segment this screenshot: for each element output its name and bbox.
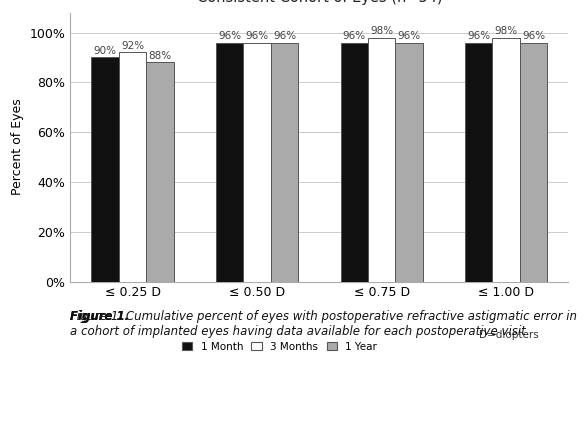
Text: 90%: 90% bbox=[94, 46, 117, 56]
Text: D=diopters: D=diopters bbox=[479, 330, 539, 340]
Text: 88%: 88% bbox=[148, 51, 172, 61]
Text: Figure 1.: Figure 1. bbox=[70, 310, 130, 323]
Text: 96%: 96% bbox=[467, 31, 490, 41]
Bar bbox=[216, 43, 243, 281]
Y-axis label: Percent of Eyes: Percent of Eyes bbox=[11, 99, 24, 195]
Bar bbox=[368, 38, 396, 281]
Bar bbox=[492, 38, 520, 281]
Text: Figure 1. Cumulative percent of eyes with postoperative refractive astigmatic er: Figure 1. Cumulative percent of eyes wit… bbox=[70, 310, 577, 338]
Text: 96%: 96% bbox=[522, 31, 545, 41]
Bar bbox=[146, 62, 173, 281]
Bar bbox=[340, 43, 368, 281]
Bar bbox=[520, 43, 547, 281]
Text: 98%: 98% bbox=[495, 26, 517, 36]
Bar bbox=[465, 43, 492, 281]
Legend: 1 Month, 3 Months, 1 Year: 1 Month, 3 Months, 1 Year bbox=[182, 342, 377, 352]
Bar bbox=[91, 57, 119, 281]
Text: 96%: 96% bbox=[397, 31, 421, 41]
Text: Figure 1.: Figure 1. bbox=[70, 310, 130, 323]
Text: 92%: 92% bbox=[121, 41, 144, 51]
Bar bbox=[271, 43, 298, 281]
Bar bbox=[119, 52, 146, 281]
Title: Postoperative Distribution of Astigmatic Error
Consistent Cohort of Eyes (n=54): Postoperative Distribution of Astigmatic… bbox=[153, 0, 486, 5]
Text: 96%: 96% bbox=[246, 31, 268, 41]
Text: 96%: 96% bbox=[343, 31, 366, 41]
Text: 96%: 96% bbox=[273, 31, 296, 41]
Text: 96%: 96% bbox=[218, 31, 241, 41]
Bar bbox=[396, 43, 423, 281]
Bar bbox=[243, 43, 271, 281]
Text: 98%: 98% bbox=[370, 26, 393, 36]
